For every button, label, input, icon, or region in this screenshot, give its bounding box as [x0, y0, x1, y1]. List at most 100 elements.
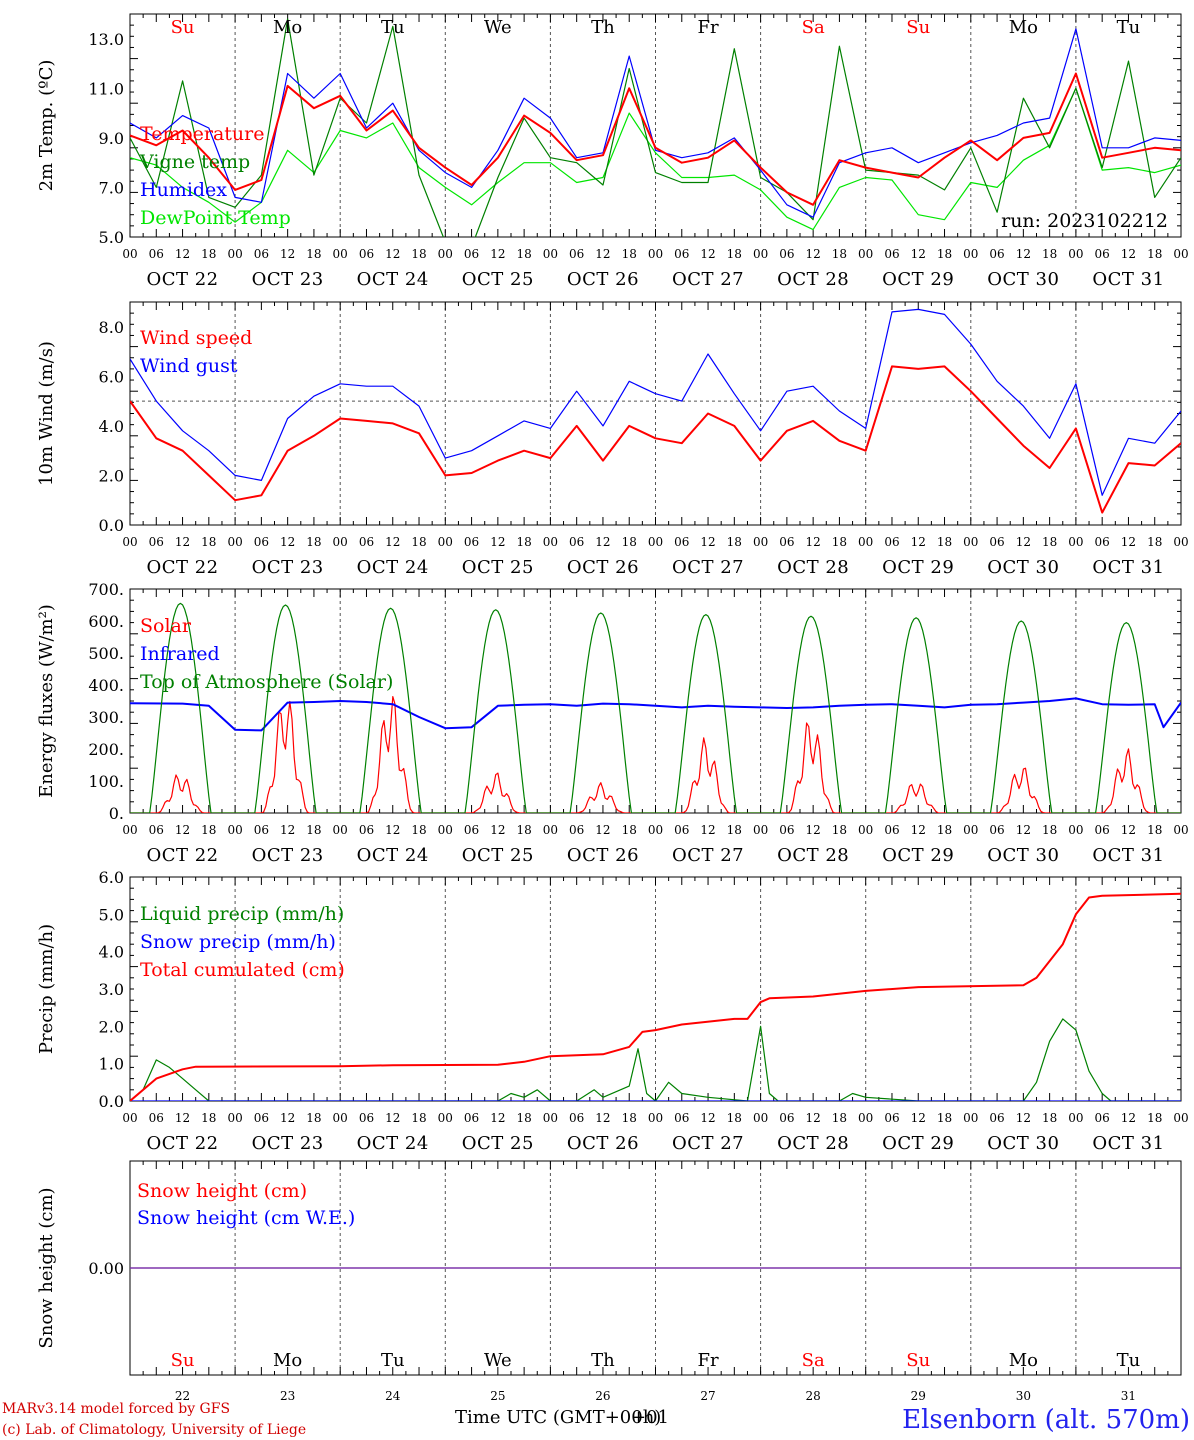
hour-tick-label: 06 — [1095, 535, 1110, 549]
hour-tick-label: 00 — [543, 535, 558, 549]
date-label: OCT 30 — [987, 1133, 1059, 1154]
hour-tick-label: 00 — [333, 247, 348, 261]
weekday-label: Th — [591, 1350, 615, 1371]
hour-tick-label: 00 — [227, 247, 242, 261]
hour-tick-label: 18 — [306, 247, 321, 261]
hour-tick-label: 18 — [832, 1111, 847, 1125]
date-label: OCT 26 — [567, 845, 639, 866]
series-line-solar — [130, 696, 1181, 813]
date-label: OCT 25 — [462, 1133, 534, 1154]
day-number-label: 26 — [595, 1389, 610, 1403]
hour-tick-label: 18 — [516, 247, 531, 261]
hour-tick-label: 12 — [280, 535, 295, 549]
weekday-label: We — [484, 17, 512, 38]
date-label: OCT 22 — [146, 1133, 218, 1154]
hour-tick-label: 06 — [674, 247, 689, 261]
hour-tick-label: 00 — [122, 247, 137, 261]
date-label: OCT 31 — [1092, 1133, 1164, 1154]
hour-tick-label: 00 — [858, 247, 873, 261]
hour-tick-label: 00 — [438, 1111, 453, 1125]
date-label: OCT 23 — [252, 269, 324, 290]
hour-tick-label: 00 — [1068, 1111, 1083, 1125]
date-label: OCT 29 — [882, 557, 954, 578]
y-tick-label: 9.0 — [99, 129, 124, 148]
hour-tick-label: 06 — [674, 1111, 689, 1125]
hour-tick-label: 12 — [1016, 823, 1031, 837]
hour-tick-label: 06 — [989, 247, 1004, 261]
date-label: OCT 28 — [777, 557, 849, 578]
hour-tick-label: 18 — [201, 247, 216, 261]
hour-tick-label: 00 — [1173, 247, 1188, 261]
hour-tick-label: 18 — [1147, 247, 1162, 261]
hour-tick-label: 00 — [648, 1111, 663, 1125]
hour-tick-label: 06 — [1095, 247, 1110, 261]
hour-tick-label: 12 — [385, 823, 400, 837]
hour-tick-label: 18 — [622, 535, 637, 549]
date-label: OCT 24 — [357, 845, 429, 866]
panel-3: 0. 100. 200. 300. 400. 500. 600. 700. Energy flu… — [36, 580, 1189, 866]
weekday-label: We — [484, 1350, 512, 1371]
hour-tick-label: 12 — [595, 1111, 610, 1125]
y-tick-label: 700. — [88, 580, 124, 599]
legend-entry: Snow height (cm W.E.) — [137, 1207, 355, 1229]
day-number-label: 31 — [1121, 1389, 1136, 1403]
legend-entry: Solar — [140, 615, 192, 637]
hour-tick-label: 12 — [700, 247, 715, 261]
hour-tick-label: 06 — [359, 247, 374, 261]
hour-tick-label: 00 — [1068, 535, 1083, 549]
hour-tick-label: 06 — [779, 247, 794, 261]
y-tick-label: 200. — [88, 740, 124, 759]
hour-tick-label: 00 — [122, 823, 137, 837]
hour-tick-label: 18 — [727, 1111, 742, 1125]
hour-tick-label: 00 — [333, 823, 348, 837]
date-label: OCT 24 — [357, 269, 429, 290]
hour-tick-label: 12 — [385, 535, 400, 549]
weekday-label: Th — [591, 17, 615, 38]
legend-entry: Temperature — [140, 123, 264, 145]
hour-tick-label: 18 — [937, 535, 952, 549]
y-tick-label: 0. — [109, 804, 124, 823]
hour-tick-label: 18 — [832, 535, 847, 549]
y-tick-label: 600. — [88, 612, 124, 631]
hour-tick-label: 12 — [1016, 247, 1031, 261]
y-tick-label: 1.0 — [99, 1055, 124, 1074]
y-tick-label: 5.0 — [99, 905, 124, 924]
date-label: OCT 22 — [146, 845, 218, 866]
hour-tick-label: 12 — [490, 247, 505, 261]
day-number-label: 25 — [490, 1389, 505, 1403]
hour-tick-label: 06 — [569, 1111, 584, 1125]
hour-tick-label: 06 — [464, 535, 479, 549]
hour-tick-label: 12 — [911, 535, 926, 549]
hour-tick-label: 18 — [201, 823, 216, 837]
hour-tick-label: 18 — [727, 823, 742, 837]
hour-tick-label: 12 — [595, 247, 610, 261]
weekday-label: Mo — [1009, 1350, 1038, 1371]
y-axis-label: Energy fluxes (W/m²) — [36, 604, 57, 798]
hour-tick-label: 06 — [254, 1111, 269, 1125]
series-line-wind-speed — [130, 365, 1181, 514]
station-name: Elsenborn (alt. 570m) — [902, 1405, 1190, 1435]
date-label: OCT 26 — [567, 269, 639, 290]
hour-tick-label: 12 — [595, 535, 610, 549]
hour-tick-label: 12 — [700, 823, 715, 837]
panel-1: 5.0 7.0 9.0 11.0 13.0 2m Temp. (ºC) Temperatur… — [36, 13, 1189, 290]
date-label: OCT 30 — [987, 269, 1059, 290]
hour-tick-label: 12 — [911, 247, 926, 261]
hour-tick-label: 00 — [858, 823, 873, 837]
hour-tick-label: 00 — [753, 1111, 768, 1125]
hour-tick-label: 00 — [1173, 535, 1188, 549]
date-label: OCT 22 — [146, 557, 218, 578]
y-tick-label: 300. — [88, 708, 124, 727]
hour-tick-label: 12 — [490, 535, 505, 549]
hour-tick-label: 06 — [464, 823, 479, 837]
legend-entry: Total cumulated (cm) — [140, 959, 345, 981]
date-label: OCT 29 — [882, 1133, 954, 1154]
date-label: OCT 27 — [672, 1133, 744, 1154]
date-label: OCT 26 — [567, 557, 639, 578]
hour-tick-label: 18 — [832, 823, 847, 837]
hour-tick-label: 12 — [175, 823, 190, 837]
date-label: OCT 29 — [882, 269, 954, 290]
hour-tick-label: 12 — [1121, 823, 1136, 837]
date-label: OCT 23 — [252, 557, 324, 578]
plot-frame — [129, 301, 1182, 526]
